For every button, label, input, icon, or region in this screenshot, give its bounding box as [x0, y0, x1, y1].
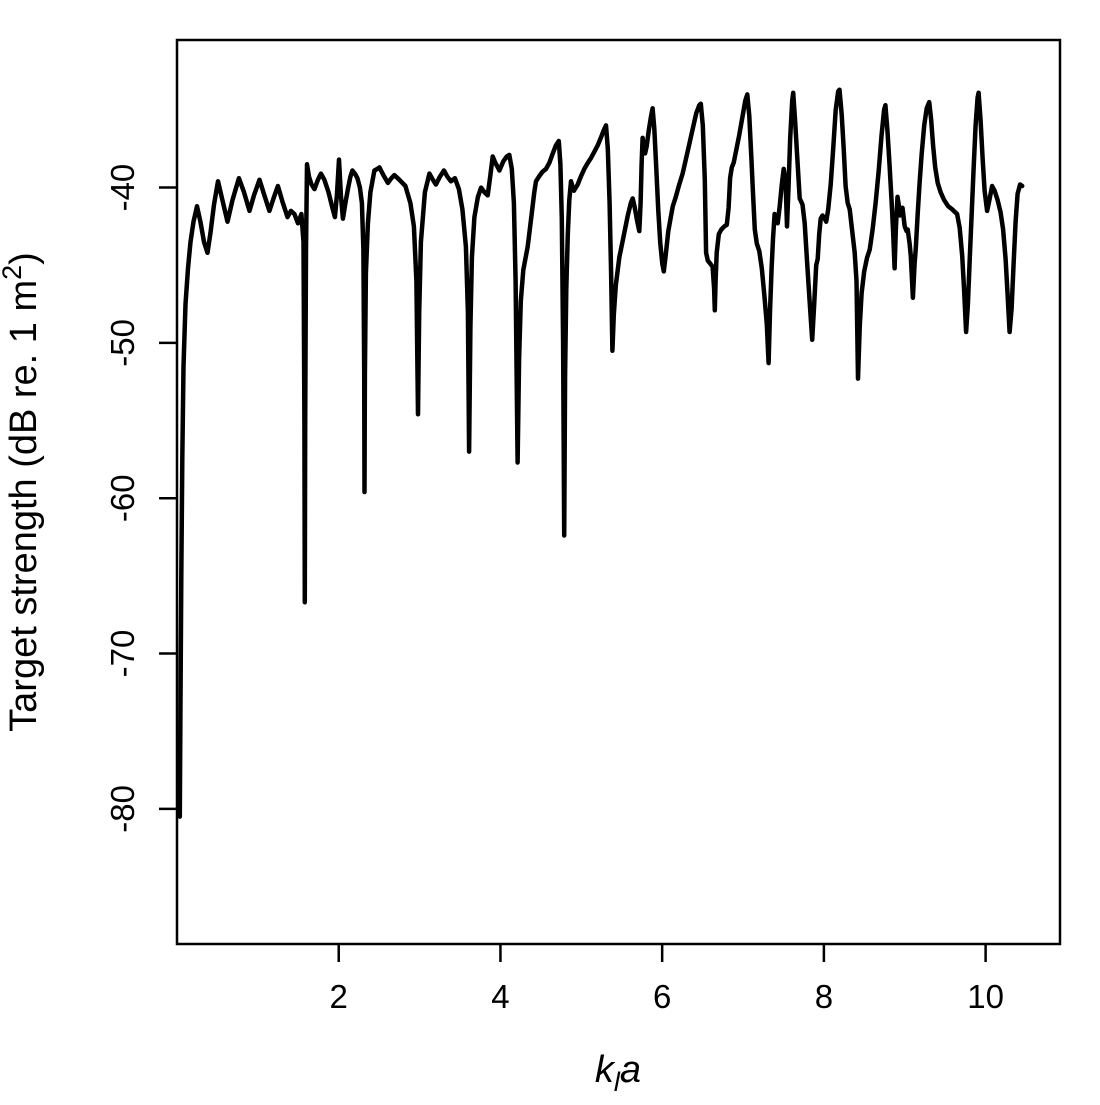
y-axis-title-close: ) [3, 252, 45, 265]
x-axis-title-subscript: l [614, 1067, 621, 1097]
x-axis-title-k: k [595, 1049, 616, 1091]
x-axis-tick-label: 4 [491, 978, 509, 1015]
y-axis-tick-label: -80 [104, 785, 141, 833]
axes-layer: 2 4 6 8 10 -40 -50 -60 -70 -80 [104, 38, 1062, 1015]
y-axis-title-main: Target strength (dB re. 1 m [3, 280, 45, 732]
x-axis-title: kla [595, 1049, 641, 1097]
target-strength-curve [177, 87, 1025, 819]
x-axis-tick-label: 6 [653, 978, 671, 1015]
x-axis-tick-label: 10 [967, 978, 1004, 1015]
y-axis-tick-label: -60 [104, 474, 141, 522]
y-axis-tick-label: -70 [104, 630, 141, 678]
y-axis-title: Target strength (dB re. 1 m2) [0, 252, 45, 732]
y-axis-title-superscript: 2 [0, 265, 27, 280]
y-axis-tick-label: -40 [104, 164, 141, 212]
x-axis-title-a: a [620, 1049, 641, 1091]
series-layer [177, 87, 1025, 819]
x-axis-tick-label: 2 [330, 978, 348, 1015]
plot-border [175, 38, 1062, 946]
y-axis-tick-label: -50 [104, 319, 141, 367]
x-axis-tick-label: 8 [815, 978, 833, 1015]
